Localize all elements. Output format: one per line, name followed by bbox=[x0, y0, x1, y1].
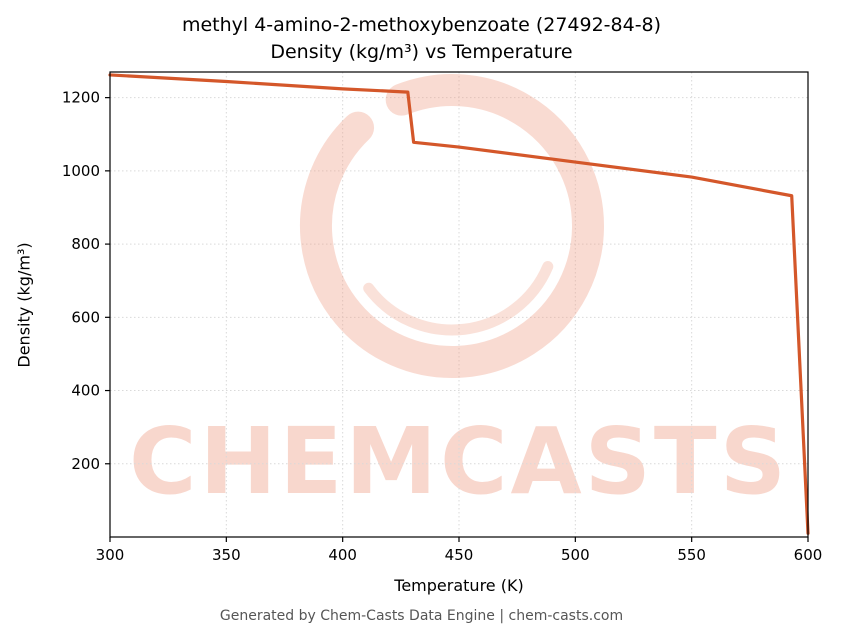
density-line-series bbox=[108, 73, 810, 535]
footer-text: Generated by Chem-Casts Data Engine | ch… bbox=[219, 608, 624, 624]
svg-text:800: 800 bbox=[71, 235, 100, 253]
chart-title-line2: Density (kg/m³) vs Temperature bbox=[270, 41, 573, 63]
svg-text:450: 450 bbox=[445, 546, 474, 564]
svg-text:600: 600 bbox=[794, 546, 823, 564]
svg-text:1200: 1200 bbox=[62, 89, 100, 107]
svg-text:600: 600 bbox=[71, 308, 100, 326]
grid-lines bbox=[109, 72, 809, 537]
chemcasts-logo-icon bbox=[300, 74, 604, 378]
svg-text:350: 350 bbox=[212, 546, 241, 564]
y-axis-label: Density (kg/m³) bbox=[14, 242, 34, 368]
svg-text:400: 400 bbox=[328, 546, 357, 564]
svg-text:400: 400 bbox=[71, 382, 100, 400]
axis-ticks: 300 350 400 450 500 550 600 200 400 600 800 1000 120… bbox=[62, 89, 823, 564]
x-axis-label: Temperature (K) bbox=[394, 576, 524, 595]
svg-text:1000: 1000 bbox=[62, 162, 100, 180]
chart-title: methyl 4-amino-2-methoxybenzoate (27492-… bbox=[0, 12, 843, 66]
svg-text:500: 500 bbox=[561, 546, 590, 564]
svg-text:300: 300 bbox=[96, 546, 125, 564]
svg-text:200: 200 bbox=[71, 455, 100, 473]
chart-title-line1: methyl 4-amino-2-methoxybenzoate (27492-… bbox=[181, 14, 662, 36]
svg-text:550: 550 bbox=[677, 546, 706, 564]
